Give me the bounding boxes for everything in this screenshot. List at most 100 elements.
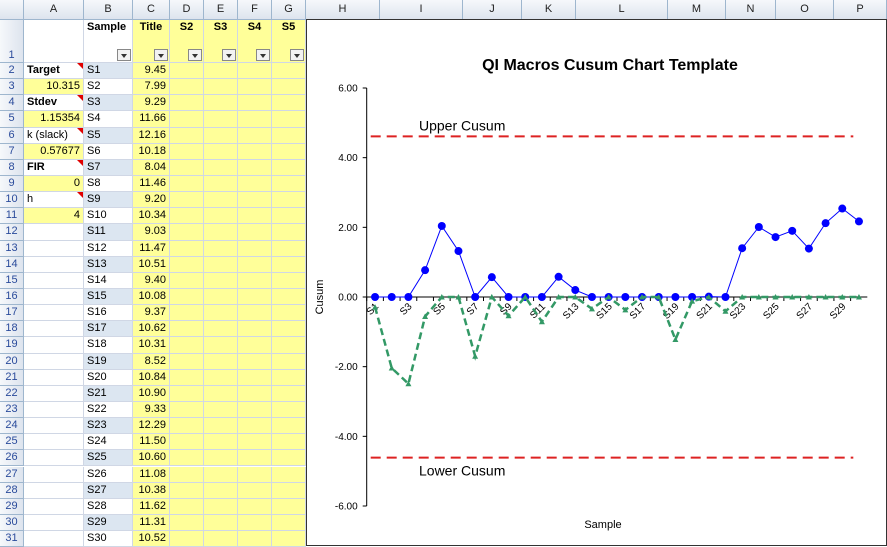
cell[interactable] xyxy=(204,224,238,241)
cell[interactable] xyxy=(238,272,272,289)
cell[interactable] xyxy=(272,434,306,451)
cell[interactable] xyxy=(238,531,272,547)
cell[interactable] xyxy=(204,401,238,419)
cell[interactable]: h xyxy=(24,192,84,209)
cell[interactable] xyxy=(272,224,306,241)
value-cell[interactable]: 10.52 xyxy=(133,531,170,547)
sample-cell[interactable]: S1 xyxy=(84,63,133,80)
cell[interactable] xyxy=(24,321,84,338)
cell[interactable] xyxy=(24,450,84,467)
cell[interactable] xyxy=(170,498,204,515)
sample-cell[interactable]: S19 xyxy=(84,353,133,370)
cell[interactable] xyxy=(238,79,272,96)
row-header[interactable]: 14 xyxy=(0,256,24,273)
cell[interactable] xyxy=(170,175,204,193)
cell[interactable] xyxy=(170,288,204,306)
sample-cell[interactable]: S15 xyxy=(84,288,133,306)
cell[interactable] xyxy=(272,482,306,499)
cell[interactable] xyxy=(170,256,204,273)
cell[interactable] xyxy=(238,466,272,483)
cell[interactable] xyxy=(24,305,84,322)
cell[interactable] xyxy=(272,288,306,306)
cell[interactable] xyxy=(204,353,238,370)
sample-cell[interactable]: S12 xyxy=(84,240,133,257)
column-header[interactable]: G xyxy=(272,0,306,20)
cell[interactable] xyxy=(238,127,272,144)
cell[interactable] xyxy=(170,305,204,322)
value-cell[interactable]: 9.33 xyxy=(133,401,170,419)
cell[interactable] xyxy=(238,337,272,354)
sample-cell[interactable]: S27 xyxy=(84,482,133,499)
cell[interactable] xyxy=(238,143,272,160)
cell[interactable] xyxy=(170,240,204,257)
row-header[interactable]: 2 xyxy=(0,63,24,80)
cell[interactable]: FIR xyxy=(24,159,84,176)
cell[interactable] xyxy=(238,482,272,499)
cell[interactable] xyxy=(170,95,204,112)
cell[interactable] xyxy=(272,450,306,467)
cell[interactable] xyxy=(238,514,272,532)
sample-cell[interactable]: S8 xyxy=(84,175,133,193)
cell[interactable] xyxy=(238,159,272,176)
value-cell[interactable]: 11.50 xyxy=(133,434,170,451)
cell[interactable] xyxy=(272,159,306,176)
row-header[interactable]: 31 xyxy=(0,531,24,547)
value-cell[interactable]: 10.31 xyxy=(133,337,170,354)
cell[interactable] xyxy=(170,321,204,338)
column-title[interactable]: S2 xyxy=(170,20,204,63)
cell[interactable] xyxy=(238,353,272,370)
sample-cell[interactable]: S4 xyxy=(84,111,133,128)
cell[interactable] xyxy=(204,95,238,112)
row-header[interactable]: 26 xyxy=(0,450,24,467)
value-cell[interactable]: 9.40 xyxy=(133,272,170,289)
cell[interactable]: 10.315 xyxy=(24,79,84,96)
cell[interactable] xyxy=(204,498,238,515)
sample-cell[interactable]: S26 xyxy=(84,466,133,483)
cell[interactable] xyxy=(238,305,272,322)
cell[interactable] xyxy=(272,208,306,225)
column-header[interactable]: J xyxy=(463,0,522,20)
cell[interactable]: 0.57677 xyxy=(24,143,84,160)
cell[interactable] xyxy=(204,385,238,402)
cell[interactable] xyxy=(170,143,204,160)
value-cell[interactable]: 10.90 xyxy=(133,385,170,402)
row-header[interactable]: 27 xyxy=(0,466,24,483)
cell[interactable] xyxy=(238,192,272,209)
column-header[interactable]: P xyxy=(834,0,887,20)
sample-cell[interactable]: S11 xyxy=(84,224,133,241)
cell[interactable] xyxy=(238,418,272,435)
row-header[interactable]: 9 xyxy=(0,175,24,193)
row-header[interactable]: 4 xyxy=(0,95,24,112)
cell[interactable] xyxy=(204,288,238,306)
row-header[interactable]: 6 xyxy=(0,127,24,144)
sample-cell[interactable]: S21 xyxy=(84,385,133,402)
cell[interactable] xyxy=(170,369,204,386)
row-header[interactable]: 17 xyxy=(0,305,24,322)
column-header[interactable]: C xyxy=(133,0,170,20)
cell[interactable] xyxy=(170,337,204,354)
cell[interactable] xyxy=(272,369,306,386)
cell[interactable] xyxy=(170,272,204,289)
cell[interactable] xyxy=(24,256,84,273)
column-header[interactable]: H xyxy=(306,0,380,20)
column-header[interactable]: B xyxy=(84,0,133,20)
value-cell[interactable]: 9.37 xyxy=(133,305,170,322)
cell[interactable] xyxy=(204,337,238,354)
cell[interactable]: 4 xyxy=(24,208,84,225)
cell[interactable] xyxy=(238,288,272,306)
column-title[interactable]: S3 xyxy=(204,20,238,63)
cell[interactable] xyxy=(204,369,238,386)
cell[interactable] xyxy=(204,272,238,289)
cell[interactable] xyxy=(170,159,204,176)
sample-cell[interactable]: S9 xyxy=(84,192,133,209)
cell[interactable] xyxy=(272,305,306,322)
value-cell[interactable]: 8.04 xyxy=(133,159,170,176)
cell[interactable] xyxy=(170,111,204,128)
row-header[interactable]: 20 xyxy=(0,353,24,370)
cell[interactable] xyxy=(170,79,204,96)
cell[interactable] xyxy=(170,385,204,402)
filter-button[interactable] xyxy=(154,49,168,61)
cell[interactable] xyxy=(170,208,204,225)
cell[interactable] xyxy=(170,418,204,435)
cell[interactable] xyxy=(204,482,238,499)
